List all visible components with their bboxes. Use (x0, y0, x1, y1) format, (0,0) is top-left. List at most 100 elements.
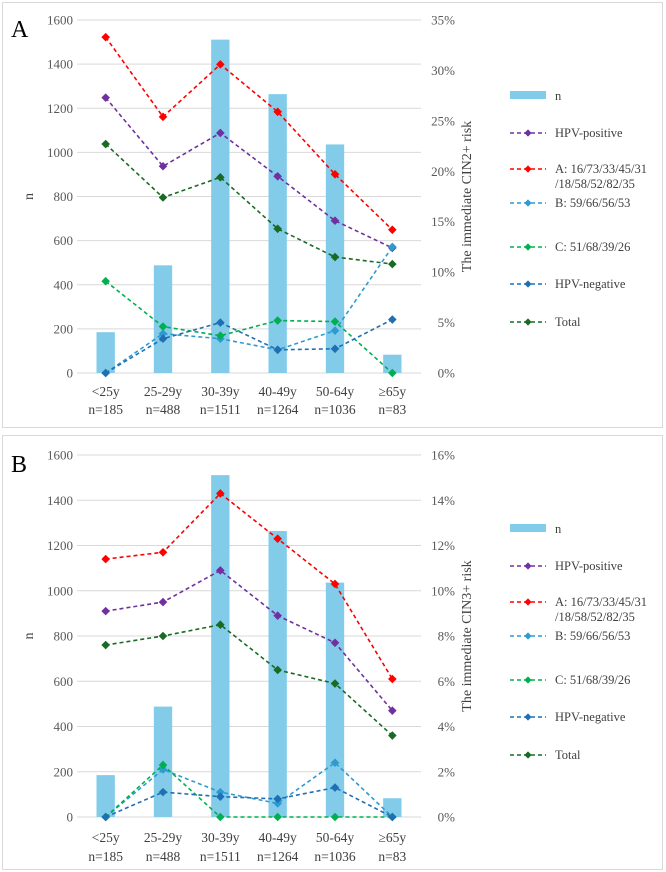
bar-n (325, 582, 345, 817)
legend-label: HPV-positive (555, 559, 623, 573)
legend-label: B: 59/66/56/53 (555, 629, 630, 643)
legend-label: n (555, 89, 562, 103)
data-point-hpv_positive (388, 706, 397, 715)
y-right-tick-label: 0% (438, 810, 456, 825)
legend-swatch-marker (524, 562, 532, 570)
y-left-tick-label: 1600 (47, 13, 73, 28)
y-left-tick-label: 400 (54, 719, 74, 734)
data-point-hpv_negative (101, 368, 110, 378)
y-left-tick-label: 0 (67, 366, 74, 381)
data-point-groupC (330, 317, 340, 326)
x-category-count: n=1264 (257, 849, 299, 864)
x-category-label: 30-39y (201, 830, 239, 845)
data-point-hpv_negative (158, 334, 168, 344)
series-line-hpv_positive (105, 569, 393, 712)
x-category-count: n=185 (88, 849, 123, 864)
legend-swatch-marker (524, 713, 532, 721)
data-point-groupA (101, 32, 110, 42)
y-left-tick-label: 200 (54, 764, 74, 779)
y-right-tick-label: 6% (438, 674, 456, 689)
legend-label: A: 16/73/33/45/31 (555, 595, 647, 609)
y-right-tick-label: 14% (431, 493, 455, 508)
series-line-hpv_negative (105, 318, 393, 374)
data-point-groupC (101, 276, 110, 286)
y-right-tick-label: 4% (438, 719, 456, 734)
data-point-total (330, 679, 340, 688)
data-point-groupA (273, 534, 282, 544)
x-category-count: n=488 (146, 402, 181, 417)
legend-swatch-marker (524, 676, 532, 684)
legend-swatch-marker (524, 598, 532, 606)
chart-b-svg: B 0 200 400 600 800 1000 1200 1400 1600 0% 2% 4% 6% 8%… (11, 448, 647, 865)
data-point-total (388, 731, 397, 740)
data-point-groupA (158, 112, 168, 122)
bar-n (153, 265, 173, 373)
series-line-groupC (105, 280, 393, 374)
x-category-count: n=488 (146, 849, 181, 864)
x-category-count: n=83 (378, 849, 406, 864)
x-category-count: n=1511 (200, 849, 241, 864)
data-point-groupA (330, 170, 340, 179)
data-point-total (101, 640, 110, 650)
data-point-hpv_positive (216, 128, 225, 138)
x-category-label: ≥65y (378, 384, 406, 399)
y-left-tick-label: 800 (54, 629, 74, 644)
data-point-groupB (216, 787, 225, 797)
y-right-tick-label: 5% (438, 315, 456, 330)
y-right-tick-label: 10% (431, 265, 455, 280)
y-right-tick-label: 30% (431, 63, 455, 78)
data-point-groupC (273, 316, 282, 325)
x-category-count: n=1036 (314, 402, 356, 417)
data-point-groupC (158, 322, 168, 331)
x-category-label: <25y (92, 830, 120, 845)
y-right-tick-label: 12% (431, 538, 455, 553)
legend-label: Total (555, 315, 581, 329)
data-point-hpv_negative (216, 318, 225, 327)
data-point-total (388, 259, 397, 269)
data-point-total (101, 139, 110, 149)
data-point-hpv_negative (158, 787, 168, 797)
y-right-tick-label: 10% (431, 583, 455, 598)
data-point-groupA (216, 60, 225, 69)
series-line-groupA (105, 36, 393, 231)
data-point-hpv_negative (330, 783, 340, 792)
chart-a-svg: A 0 200 400 600 800 1000 1200 1400 1600 0% 5% 10% 15%… (11, 13, 647, 418)
data-point-total (158, 631, 168, 641)
legend-label: n (555, 522, 562, 536)
data-point-hpv_positive (330, 216, 340, 226)
x-category-count: n=185 (88, 402, 123, 417)
legend-label: C: 51/68/39/26 (555, 673, 630, 687)
series-line-hpv_negative (105, 786, 393, 818)
legend-swatch-marker (524, 751, 532, 759)
data-point-groupA (388, 674, 397, 684)
bar-n (211, 39, 230, 374)
data-point-total (216, 173, 225, 182)
bar-n (211, 475, 230, 817)
legend-swatch-marker (524, 243, 532, 251)
data-point-groupA (388, 225, 397, 235)
legend-swatch-marker (524, 632, 532, 640)
x-category-label: 50-64y (316, 384, 354, 399)
y-left-tick-label: 1000 (47, 583, 73, 598)
bar-n (96, 332, 115, 373)
legend-label: HPV-negative (555, 710, 626, 724)
series-line-groupC (105, 763, 393, 818)
series-line-hpv_positive (105, 97, 393, 249)
x-category-label: ≥65y (378, 830, 406, 845)
y-left-axis-title: n (22, 193, 37, 200)
x-category-label: 40-49y (259, 384, 297, 399)
y-left-tick-label: 0 (67, 810, 74, 825)
y-right-tick-label: 20% (431, 164, 455, 179)
y-left-tick-label: 1200 (47, 101, 73, 116)
legend-label: Total (555, 748, 581, 762)
data-point-groupB (330, 326, 340, 335)
y-right-axis-title: The immediate CIN2+ risk (460, 121, 475, 272)
data-point-hpv_positive (101, 93, 110, 102)
y-left-tick-label: 1000 (47, 145, 73, 160)
data-point-groupB (330, 758, 340, 767)
y-right-axis-title: The immediate CIN3+ risk (460, 560, 475, 711)
y-left-tick-label: 600 (54, 233, 74, 248)
series-line-total (105, 623, 393, 737)
legend-label: C: 51/68/39/26 (555, 240, 630, 254)
y-right-tick-label: 0% (438, 366, 456, 381)
